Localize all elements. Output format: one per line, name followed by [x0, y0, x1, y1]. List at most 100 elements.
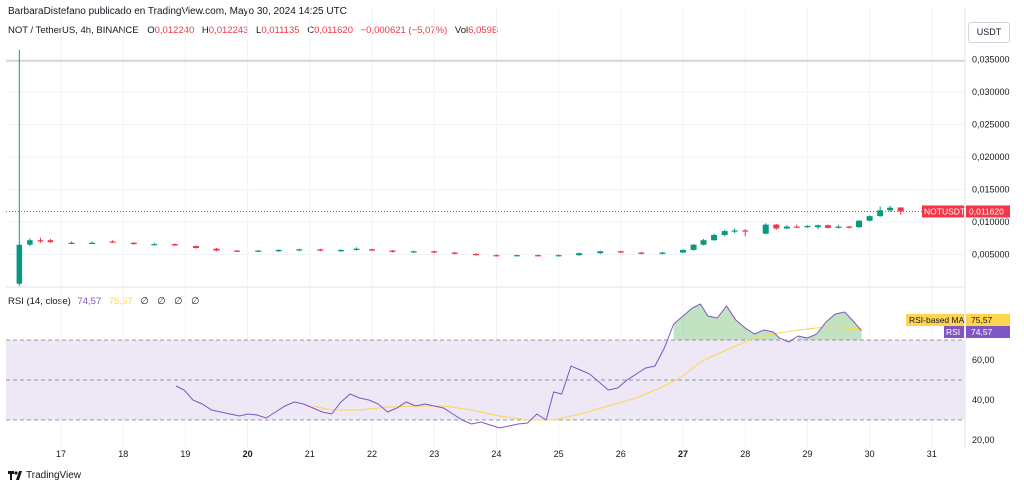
- candle: [700, 240, 707, 245]
- open-label: O: [147, 25, 155, 36]
- rsi-ma-value-badge: [966, 314, 1010, 326]
- close-label: C: [307, 25, 315, 36]
- time-tick-label: 19: [180, 449, 190, 459]
- price-tick-label: 0,010000: [972, 217, 1010, 227]
- candle: [793, 226, 800, 228]
- candle: [597, 251, 604, 254]
- rsi-overbought-fill: [673, 304, 780, 340]
- candle: [369, 249, 375, 251]
- candle: [410, 251, 417, 253]
- ohlc-legend: NOT / TetherUS, 4h, BINANCE O0,012240 H0…: [8, 25, 503, 36]
- time-tick-label: 27: [678, 449, 688, 459]
- candle: [513, 255, 520, 257]
- candle: [27, 240, 33, 245]
- rsi-ma-line: [312, 326, 862, 421]
- candle: [317, 249, 324, 251]
- candle-layer: [16, 49, 904, 286]
- candle: [37, 240, 44, 242]
- candle: [690, 244, 697, 250]
- rsi-label-badge: [944, 326, 964, 338]
- time-tick-label: 25: [554, 449, 564, 459]
- rsi-line: [175, 303, 862, 429]
- rsi-legend-value: 74,57: [77, 296, 102, 307]
- rsi-label-text: RSI: [946, 327, 960, 337]
- candle: [680, 249, 686, 253]
- volume-value: 6,059B: [468, 25, 499, 36]
- candle: [337, 249, 344, 252]
- price-tick-label: 0,005000: [972, 250, 1010, 260]
- candle: [275, 249, 282, 252]
- last-price-badge: [966, 205, 1010, 218]
- candle: [742, 230, 749, 232]
- low-value: 0,011135: [261, 25, 300, 36]
- candle: [835, 226, 842, 228]
- candle: [814, 225, 821, 228]
- candle: [255, 250, 262, 252]
- candle: [431, 251, 438, 253]
- candle: [887, 207, 894, 211]
- tradingview-logo[interactable]: TradingView: [8, 470, 81, 481]
- time-tick-label: 17: [56, 449, 66, 459]
- high-value: 0,012243: [208, 25, 249, 36]
- candle: [234, 250, 241, 252]
- currency-button[interactable]: USDT: [968, 22, 1010, 43]
- candle: [555, 255, 562, 257]
- candle: [493, 255, 500, 257]
- candle: [576, 253, 583, 256]
- candle: [897, 207, 904, 212]
- time-tick-label: 28: [740, 449, 750, 459]
- time-tick-label: 31: [927, 449, 937, 459]
- candle: [773, 224, 780, 229]
- rsi-value-text: 74,57: [971, 327, 993, 337]
- candle: [877, 210, 884, 217]
- rsi-value-badge: [966, 326, 1010, 338]
- symbol-badge-text: NOTUSDT: [924, 206, 965, 216]
- time-tick-label: 21: [305, 449, 315, 459]
- candle: [731, 230, 738, 232]
- time-tick-label: 23: [429, 449, 439, 459]
- price-tick-label: 0,025000: [972, 120, 1010, 130]
- empty-value: ∅: [157, 296, 166, 307]
- candle: [47, 240, 54, 243]
- open-value: 0,012240: [154, 25, 195, 36]
- rsi-title: RSI (14, close): [8, 296, 71, 307]
- candle: [130, 242, 137, 245]
- symbol-title: NOT / TetherUS, 4h, BINANCE: [8, 25, 139, 36]
- time-tick-label: 22: [367, 449, 377, 459]
- candle: [213, 248, 220, 251]
- price-tick-label: 0,020000: [972, 152, 1010, 162]
- time-tick-label: 24: [491, 449, 501, 459]
- time-tick-label: 18: [118, 449, 128, 459]
- empty-value: ∅: [140, 296, 149, 307]
- candle: [389, 250, 396, 252]
- high-label: H: [201, 25, 209, 36]
- rsi-tick-label: 60,00: [972, 355, 995, 365]
- candle: [711, 235, 718, 241]
- candle: [638, 252, 645, 254]
- candle: [804, 225, 811, 228]
- candle: [296, 249, 303, 251]
- candle: [151, 244, 158, 246]
- price-tick-label: 0,035000: [972, 55, 1010, 65]
- rsi-ma-value-text: 75,57: [971, 315, 993, 325]
- candle: [617, 251, 624, 253]
- candle: [783, 226, 790, 229]
- candle: [846, 226, 853, 228]
- empty-value: ∅: [174, 296, 183, 307]
- rsi-overbought-fill: [798, 312, 862, 340]
- candle: [762, 224, 769, 234]
- rsi-tick-label: 20,00: [972, 435, 995, 445]
- candle: [856, 220, 863, 228]
- axis-layer: 0,005000 0,010000 0,015000 0,020000 0,025000…: [56, 55, 1010, 459]
- price-tick-label: 0,030000: [972, 87, 1010, 97]
- candle: [89, 242, 96, 244]
- rsi-ma-label-text: RSI-based MA: [909, 315, 965, 325]
- candle: [16, 244, 23, 284]
- time-tick-label: 29: [802, 449, 812, 459]
- rsi-ma-legend-value: 75,57: [108, 296, 133, 307]
- rsi-tick-label: 40,00: [972, 395, 995, 405]
- candle: [192, 246, 199, 248]
- time-tick-label: 30: [865, 449, 875, 459]
- candle: [353, 248, 360, 250]
